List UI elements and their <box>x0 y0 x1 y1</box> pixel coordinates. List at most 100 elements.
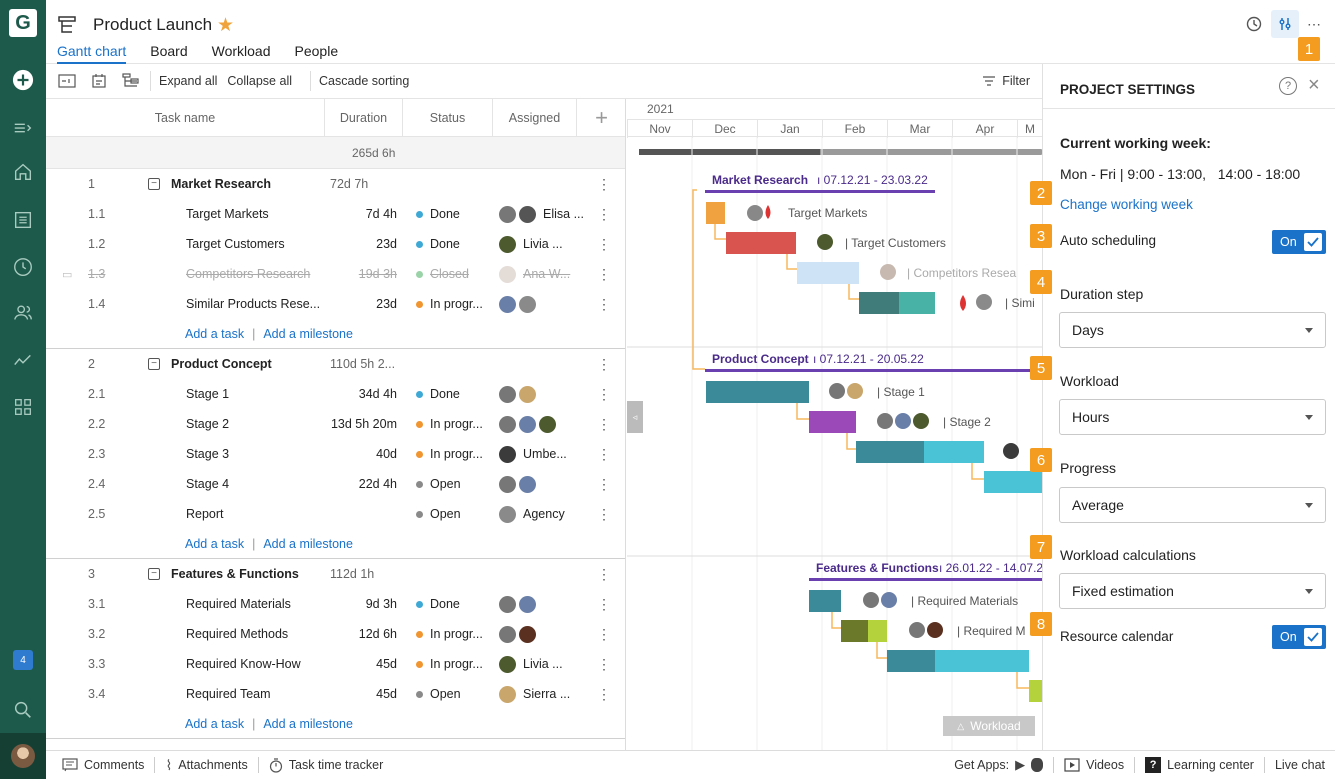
group-row[interactable]: 1 − Market Research 72d 7h ⋮ <box>46 169 625 199</box>
live-chat-button[interactable]: Live chat <box>1275 758 1325 772</box>
assignees[interactable] <box>499 625 543 643</box>
row-menu-icon[interactable]: ⋮ <box>597 235 611 252</box>
resource-calendar-toggle[interactable]: On <box>1272 625 1326 649</box>
expand-all-button[interactable]: Expand all <box>159 74 218 88</box>
status-badge[interactable]: Done <box>416 207 460 221</box>
task-name[interactable]: Report <box>186 507 224 521</box>
assignees[interactable] <box>499 295 543 313</box>
tab-board[interactable]: Board <box>150 43 188 59</box>
row-menu-icon[interactable]: ⋮ <box>597 625 611 642</box>
assignees[interactable]: Umbe... <box>499 445 567 463</box>
task-name[interactable]: Required Know-How <box>186 657 301 671</box>
table-row[interactable]: 1.1 Target Markets 7d 4h Done Elisa ... ⋮ <box>46 199 625 229</box>
column-header-status[interactable]: Status <box>403 99 493 137</box>
row-menu-icon[interactable]: ⋮ <box>597 655 611 672</box>
projects-nav[interactable] <box>0 200 46 240</box>
duration-step-select[interactable]: Days <box>1059 312 1326 348</box>
analytics-nav[interactable] <box>0 340 46 380</box>
row-menu-icon[interactable]: ⋮ <box>597 385 611 402</box>
table-row[interactable]: 2.1 Stage 1 34d 4h Done ⋮ <box>46 379 625 409</box>
row-menu-icon[interactable]: ⋮ <box>597 475 611 492</box>
collapse-toggle-icon[interactable]: − <box>148 358 160 370</box>
favorite-star-icon[interactable]: ★ <box>217 15 235 36</box>
row-menu-icon[interactable]: ⋮ <box>597 175 611 192</box>
add-milestone-link[interactable]: Add a milestone <box>263 327 353 341</box>
app-logo[interactable]: G <box>9 9 37 37</box>
assignees[interactable] <box>499 595 543 613</box>
column-header-assigned[interactable]: Assigned <box>493 99 577 137</box>
status-badge[interactable]: In progr... <box>416 627 483 641</box>
learning-center-button[interactable]: ? Learning center <box>1145 757 1254 773</box>
workload-toggle-button[interactable]: △ Workload <box>943 716 1035 736</box>
google-play-icon[interactable]: ▶ <box>1015 757 1026 772</box>
close-icon[interactable]: × <box>1308 74 1320 96</box>
tab-people[interactable]: People <box>294 43 339 59</box>
apple-icon[interactable] <box>1031 758 1044 772</box>
assignees[interactable] <box>499 415 563 433</box>
table-row[interactable]: 3.2 Required Methods 12d 6h In progr... ⋮ <box>46 619 625 649</box>
task-name[interactable]: Stage 1 <box>186 387 230 401</box>
add-task-link[interactable]: Add a task <box>185 717 245 731</box>
status-badge[interactable]: In progr... <box>416 297 483 311</box>
table-row[interactable]: ▭ 1.3 Competitors Research 19d 3h Closed Ana … <box>46 259 625 289</box>
create-button[interactable] <box>0 60 46 100</box>
user-avatar[interactable] <box>0 733 46 779</box>
status-badge[interactable]: Done <box>416 237 460 251</box>
assignees[interactable] <box>499 475 543 493</box>
table-row[interactable]: 2.5 Report Open Agency ⋮ <box>46 499 625 529</box>
add-milestone-link[interactable]: Add a milestone <box>263 537 353 551</box>
filter-button[interactable]: Filter <box>982 74 1030 88</box>
table-row[interactable]: 2.4 Stage 4 22d 4h Open ⋮ <box>46 469 625 499</box>
row-menu-icon[interactable]: ⋮ <box>597 685 611 702</box>
table-row[interactable]: 3.4 Required Team 45d Open Sierra ... ⋮ <box>46 679 625 709</box>
progress-select[interactable]: Average <box>1059 487 1326 523</box>
notifications-button[interactable]: 4 <box>13 650 33 670</box>
assignees[interactable]: Ana W... <box>499 265 570 283</box>
row-menu-icon[interactable]: ⋮ <box>597 295 611 312</box>
task-name[interactable]: Required Team <box>186 687 271 701</box>
group-row[interactable]: 2 − Product Concept 110d 5h 2... ⋮ <box>46 349 625 379</box>
settings-toggle-icon[interactable] <box>1271 10 1299 38</box>
status-badge[interactable]: In progr... <box>416 657 483 671</box>
status-badge[interactable]: Open <box>416 507 461 521</box>
row-menu-icon[interactable]: ⋮ <box>597 445 611 462</box>
task-name[interactable]: Stage 3 <box>186 447 230 461</box>
home-nav[interactable] <box>0 152 46 192</box>
status-badge[interactable]: Open <box>416 477 461 491</box>
hierarchy-icon[interactable] <box>120 71 142 91</box>
assignees[interactable] <box>499 385 543 403</box>
add-task-link[interactable]: Add a task <box>185 537 245 551</box>
workload-select[interactable]: Hours <box>1059 399 1326 435</box>
row-menu-icon[interactable]: ⋮ <box>597 565 611 582</box>
tab-workload[interactable]: Workload <box>211 43 271 59</box>
status-badge[interactable]: Open <box>416 687 461 701</box>
collapse-grid-handle[interactable]: ◃ <box>627 401 643 433</box>
group-name[interactable]: Market Research <box>171 177 272 191</box>
group-name[interactable]: Features & Functions <box>171 567 299 581</box>
help-icon[interactable]: ? <box>1279 77 1297 95</box>
status-badge[interactable]: In progr... <box>416 417 483 431</box>
expand-sidebar-button[interactable] <box>0 108 46 148</box>
assignees[interactable]: Agency <box>499 505 565 523</box>
auto-scheduling-toggle[interactable]: On <box>1272 230 1326 254</box>
table-row[interactable]: 3.3 Required Know-How 45d In progr... Livia … <box>46 649 625 679</box>
row-menu-icon[interactable]: ⋮ <box>597 595 611 612</box>
row-menu-icon[interactable]: ⋮ <box>597 205 611 222</box>
collapse-toggle-icon[interactable]: − <box>148 178 160 190</box>
task-name[interactable]: Target Customers <box>186 237 285 251</box>
people-nav[interactable] <box>0 293 46 333</box>
group-name[interactable]: Product Concept <box>171 357 272 371</box>
table-row[interactable]: 3.1 Required Materials 9d 3h Done ⋮ <box>46 589 625 619</box>
more-options-icon[interactable]: ⋯ <box>1307 15 1321 32</box>
comment-icon[interactable]: ▭ <box>62 268 73 281</box>
table-row[interactable]: 1.4 Similar Products Rese... 23d In progr..… <box>46 289 625 319</box>
task-name[interactable]: Required Materials <box>186 597 291 611</box>
row-menu-icon[interactable]: ⋮ <box>597 355 611 372</box>
row-menu-icon[interactable]: ⋮ <box>597 415 611 432</box>
calendar-view-icon[interactable] <box>88 71 110 91</box>
time-nav[interactable] <box>0 247 46 287</box>
group-row[interactable]: 3 − Features & Functions 112d 1h ⋮ <box>46 559 625 589</box>
assignees[interactable]: Livia ... <box>499 655 563 673</box>
collapse-toggle-icon[interactable]: − <box>148 568 160 580</box>
status-badge[interactable]: Closed <box>416 267 469 281</box>
